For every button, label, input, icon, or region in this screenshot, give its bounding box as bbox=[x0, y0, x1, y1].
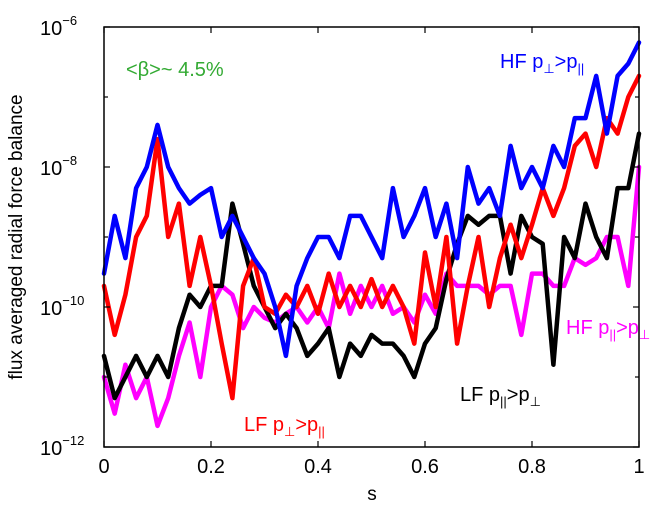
series-line-2 bbox=[101, 73, 642, 401]
y-tick-label: 10−10 bbox=[40, 293, 84, 320]
x-tick-label: 0.8 bbox=[518, 456, 546, 478]
y-axis-label: flux averaged radial force balance bbox=[6, 94, 27, 379]
x-tick-label: 0.4 bbox=[304, 456, 332, 478]
y-tick-label: 10−12 bbox=[40, 433, 84, 460]
hf-par-annotation: HF p||>p⊥ bbox=[566, 317, 650, 342]
y-tick-label: 10−8 bbox=[40, 153, 77, 180]
series-layer bbox=[101, 40, 642, 429]
lf-perp-annotation: LF p⊥>p|| bbox=[244, 414, 325, 439]
x-axis-label: s bbox=[367, 484, 377, 505]
x-tick-label: 0.2 bbox=[197, 456, 225, 478]
y-tick-label: 10−6 bbox=[40, 13, 77, 40]
series-line-1 bbox=[101, 131, 642, 401]
tick-layer: 0 0.2 0.4 0.6 0.8 1 10−12 10−10 10−8 10−6 bbox=[40, 13, 645, 478]
beta-annotation: <β>~ 4.5% bbox=[126, 59, 224, 81]
x-tick-label: 0 bbox=[98, 456, 109, 478]
series-line-0 bbox=[101, 164, 642, 429]
hf-perp-annotation: HF p⊥>p|| bbox=[500, 51, 584, 76]
lf-par-annotation: LF p||>p⊥ bbox=[460, 384, 541, 409]
x-tick-label: 0.6 bbox=[411, 456, 439, 478]
series-line-3 bbox=[101, 40, 642, 359]
x-tick-label: 1 bbox=[633, 456, 644, 478]
